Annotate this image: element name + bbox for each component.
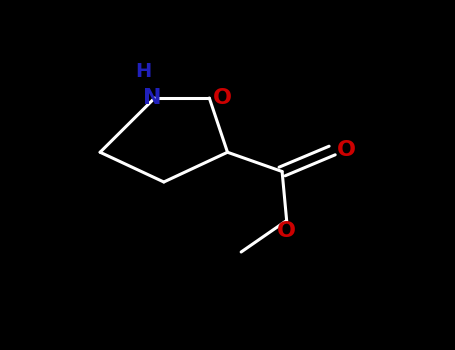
Text: O: O	[212, 88, 232, 108]
Text: H: H	[135, 62, 152, 81]
Text: O: O	[277, 221, 296, 241]
Text: O: O	[337, 140, 356, 160]
Text: N: N	[143, 88, 162, 108]
